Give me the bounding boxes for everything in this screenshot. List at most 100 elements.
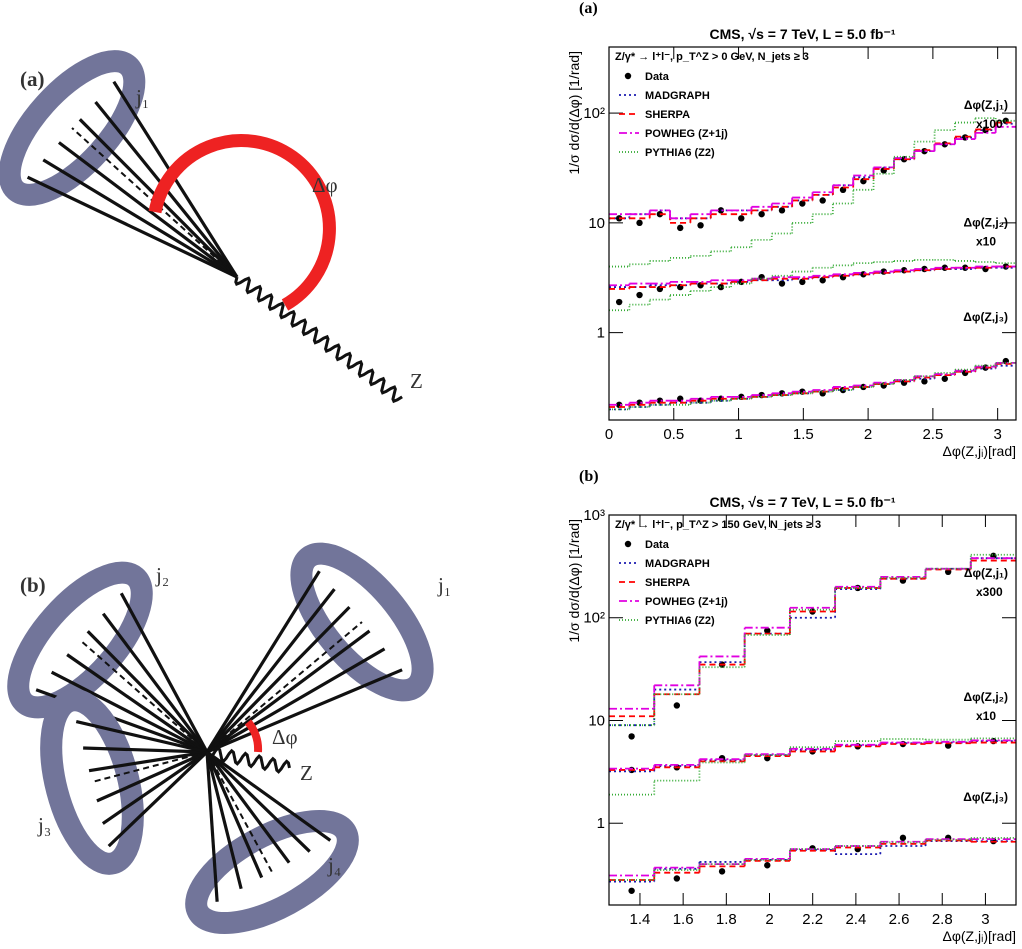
jet-track: [205, 588, 336, 753]
data-point: [778, 207, 786, 214]
data-point: [628, 887, 635, 894]
x-tick-label: 1.6: [673, 911, 694, 928]
chart-subtitle: Z/γ* → l⁺l⁻, p_T^Z > 150 GeV, N_jets ≥ 3: [615, 519, 821, 531]
x-tick-label: 2.5: [922, 426, 943, 443]
data-point: [697, 222, 704, 229]
group-label: Δφ(Z,j₂): [963, 690, 1008, 704]
panel-label: (a): [579, 0, 598, 17]
y-tick-label: 10: [588, 712, 605, 729]
jet-track: [50, 670, 208, 754]
jet-cone-ring: [290, 542, 434, 702]
jet-label: j₂: [155, 563, 169, 587]
data-point: [899, 834, 907, 842]
data-point: [636, 291, 643, 299]
jet-track: [205, 605, 351, 754]
data-point: [677, 224, 684, 232]
y-tick-label: 10: [588, 215, 605, 232]
diagram-b: (b) j₁ j₂ j₃ j₄ ΔφZ: [7, 542, 451, 935]
data-point: [718, 868, 726, 875]
diagram-label: (a): [20, 67, 45, 91]
jet-track: [42, 158, 238, 279]
legend-label: SHERPA: [645, 577, 690, 589]
jet-label: j₃: [37, 813, 51, 837]
group-label: Δφ(Z,j₂): [963, 216, 1008, 230]
legend-label: POWHEG (Z+1j): [645, 128, 728, 140]
x-tick-label: 0.5: [663, 426, 684, 443]
jet-cone-ring: [0, 50, 146, 206]
group-scale: x10: [976, 235, 996, 249]
x-tick-label: 2.6: [889, 911, 910, 928]
jet-track: [206, 629, 371, 754]
data-point: [636, 219, 643, 227]
jet-axis: [206, 621, 363, 753]
jet-track: [26, 175, 238, 279]
group-scale: x10: [976, 709, 996, 723]
chart-subtitle: Z/γ* → l⁺l⁻, p_T^Z > 0 GeV, N_jets ≥ 3: [615, 51, 809, 63]
jet-track: [205, 750, 311, 853]
x-axis-label: Δφ(Z,jᵢ)[rad]: [942, 928, 1016, 944]
jet-track: [205, 751, 264, 879]
jet-label: j₄: [327, 853, 341, 877]
data-point: [941, 375, 948, 382]
data-point: [799, 200, 806, 207]
jet-track: [205, 751, 243, 890]
data-point: [673, 702, 681, 709]
boson-line: [205, 746, 291, 774]
data-point: [758, 210, 765, 218]
chart-panel: CMS, √s = 7 TeV, L = 5.0 fb⁻¹ (b) Z/γ* → l…: [566, 468, 1017, 944]
jet-track: [88, 750, 208, 773]
jet-track: [119, 592, 209, 753]
legend-label: PYTHIA6 (Z2): [645, 147, 715, 159]
data-point: [615, 298, 623, 306]
data-point: [819, 197, 826, 204]
y-tick-label: 1: [597, 815, 605, 832]
data-point: [799, 278, 806, 286]
group-label: Δφ(Z,j₁): [964, 98, 1008, 112]
x-tick-label: 3: [993, 426, 1001, 443]
legend-marker: [624, 540, 632, 548]
jet-axis: [79, 639, 208, 753]
jet-track: [205, 751, 219, 902]
angle-arc: [148, 134, 336, 311]
data-point: [738, 215, 745, 222]
y-tick-label: 10³: [583, 507, 605, 524]
boson-line: [234, 276, 403, 404]
x-tick-label: 2.4: [845, 911, 866, 928]
chart-title: CMS, √s = 7 TeV, L = 5.0 fb⁻¹: [710, 26, 896, 42]
data-point: [717, 283, 725, 291]
boson-label: Z: [300, 761, 313, 785]
data-point: [778, 280, 786, 287]
jet-track: [206, 750, 332, 842]
jet-track: [206, 647, 386, 754]
jet-track: [101, 750, 208, 825]
y-axis-label: 1/σ dσ/d(Δφ) [1/rad]: [566, 51, 582, 175]
x-tick-label: 1.4: [630, 911, 651, 928]
jet-track: [205, 570, 321, 753]
diagram-a: (a) j₁ Δφ Z: [0, 50, 423, 404]
group-scale: x100: [976, 117, 1003, 131]
x-tick-label: 3: [981, 911, 989, 928]
chart-panel: CMS, √s = 7 TeV, L = 5.0 fb⁻¹ (a) Z/γ* → l…: [566, 0, 1017, 459]
x-tick-label: 1: [734, 426, 742, 443]
x-tick-label: 2: [864, 426, 872, 443]
y-tick-label: 10²: [583, 610, 605, 627]
jet-label: j₁: [135, 85, 149, 109]
legend-marker: [624, 72, 632, 80]
x-tick-label: 0: [605, 426, 613, 443]
data-point: [628, 733, 635, 740]
jet-track: [205, 751, 291, 864]
data-point: [819, 277, 826, 284]
angle-label: Δφ: [272, 725, 298, 749]
jet-track: [86, 630, 209, 754]
legend-label: MADGRAPH: [645, 90, 710, 102]
angle-label: Δφ: [312, 173, 338, 197]
data-point: [921, 378, 928, 385]
x-tick-label: 2.2: [802, 911, 823, 928]
x-tick-label: 1.5: [793, 426, 814, 443]
angle-arc: [244, 719, 263, 753]
jet-track: [66, 653, 208, 754]
jet-track: [107, 750, 209, 848]
jet-track: [206, 668, 403, 754]
legend-label: SHERPA: [645, 109, 690, 121]
